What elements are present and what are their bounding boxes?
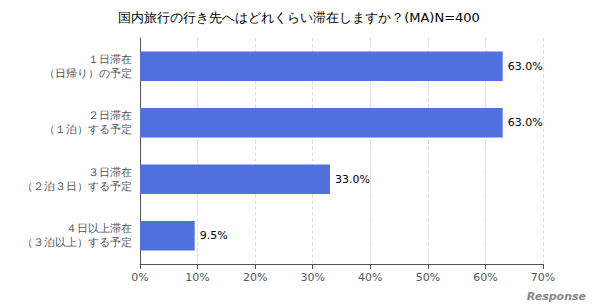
svg-text:（３泊以上）する予定: （３泊以上）する予定 xyxy=(22,236,132,249)
svg-text:20%: 20% xyxy=(243,271,267,284)
svg-text:33.0%: 33.0% xyxy=(335,173,370,186)
svg-text:0%: 0% xyxy=(131,271,148,284)
svg-text:（２泊３日）する予定: （２泊３日）する予定 xyxy=(22,180,132,193)
svg-text:（日帰り）の予定: （日帰り）の予定 xyxy=(44,67,132,80)
svg-text:２日滞在: ２日滞在 xyxy=(88,109,132,122)
svg-text:9.5%: 9.5% xyxy=(200,229,228,242)
svg-text:４日以上滞在: ４日以上滞在 xyxy=(66,222,132,235)
svg-text:63.0%: 63.0% xyxy=(508,60,543,73)
svg-text:50%: 50% xyxy=(416,271,440,284)
svg-text:Response: Response xyxy=(527,290,587,303)
svg-text:（１泊）する予定: （１泊）する予定 xyxy=(44,123,132,136)
svg-text:70%: 70% xyxy=(531,271,555,284)
svg-text:40%: 40% xyxy=(358,271,382,284)
svg-text:１日滞在: １日滞在 xyxy=(88,53,132,66)
svg-text:63.0%: 63.0% xyxy=(508,116,543,129)
svg-text:30%: 30% xyxy=(300,271,324,284)
svg-text:10%: 10% xyxy=(185,271,209,284)
svg-text:60%: 60% xyxy=(473,271,497,284)
svg-text:国内旅行の行き先へはどれくらい滞在しますか？(MA)N=40: 国内旅行の行き先へはどれくらい滞在しますか？(MA)N=400 xyxy=(118,10,480,25)
svg-text:３日滞在: ３日滞在 xyxy=(88,166,132,179)
